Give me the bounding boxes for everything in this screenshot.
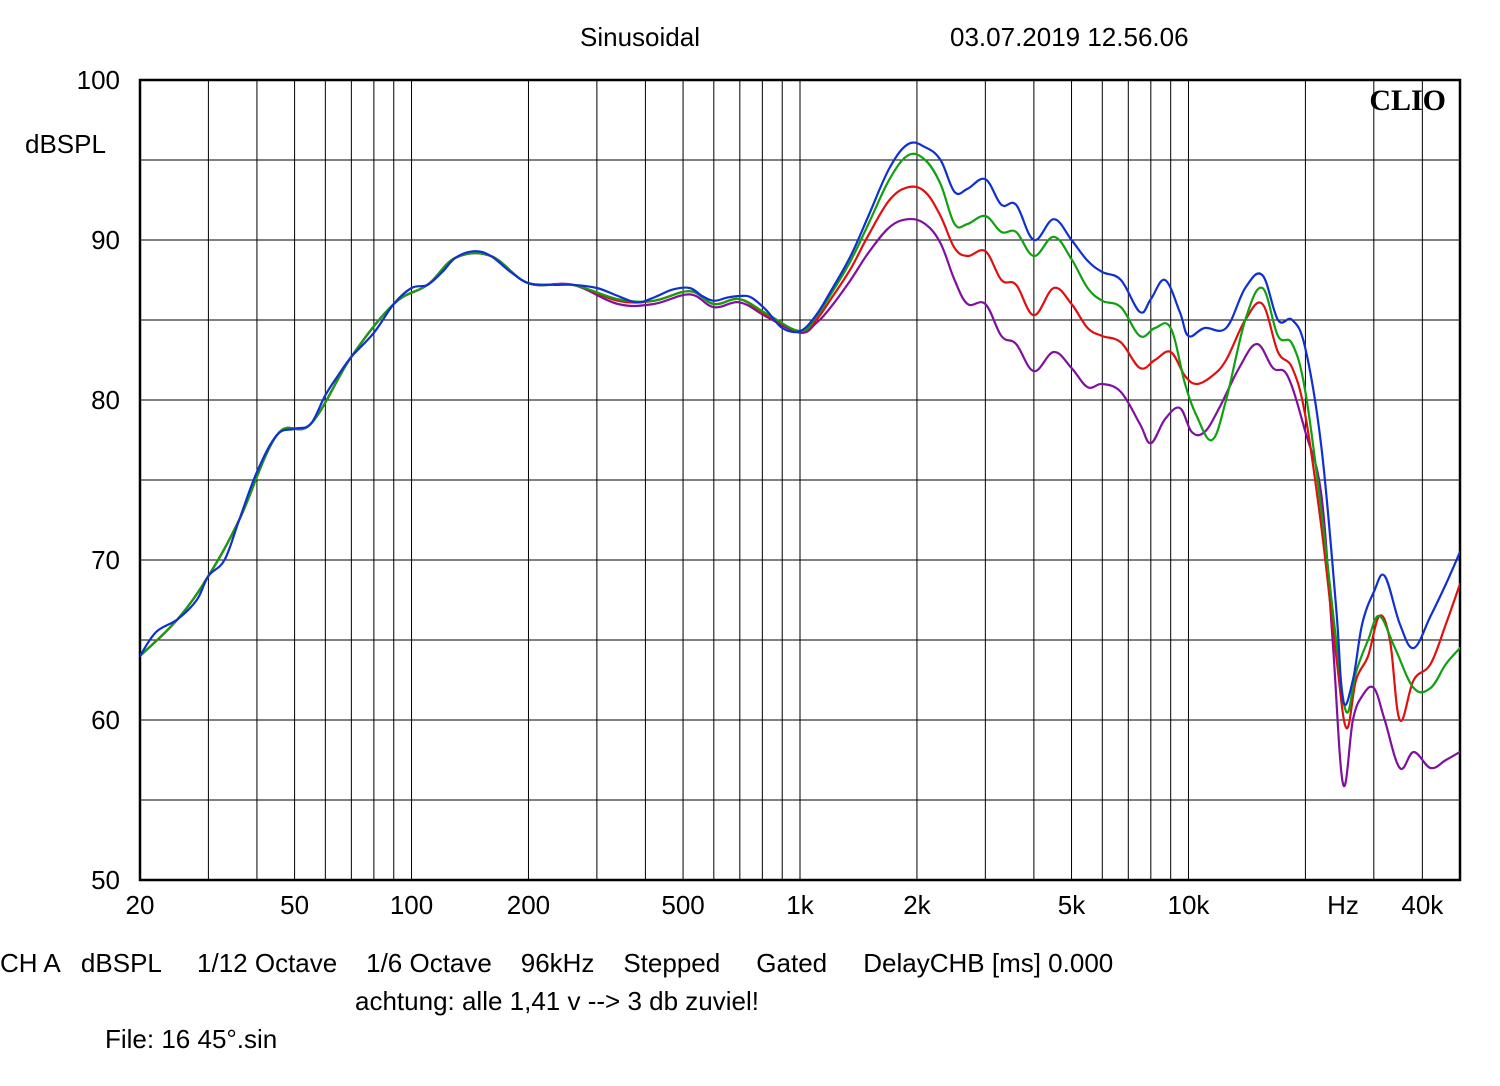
svg-text:1k: 1k (786, 890, 814, 920)
svg-text:Hz: Hz (1327, 890, 1359, 920)
svg-text:dBSPL: dBSPL (25, 129, 106, 159)
svg-text:80: 80 (91, 385, 120, 415)
svg-text:50: 50 (280, 890, 309, 920)
footer-line-3: File: 16 45°.sin (105, 1024, 277, 1055)
svg-text:2k: 2k (903, 890, 931, 920)
svg-text:70: 70 (91, 545, 120, 575)
svg-text:90: 90 (91, 225, 120, 255)
svg-text:40k: 40k (1401, 890, 1444, 920)
svg-text:20: 20 (126, 890, 155, 920)
footer-line-2: achtung: alle 1,41 v --> 3 db zuviel! (355, 986, 759, 1017)
svg-text:100: 100 (390, 890, 433, 920)
svg-text:CLIO: CLIO (1369, 84, 1446, 117)
svg-text:10k: 10k (1168, 890, 1211, 920)
svg-text:60: 60 (91, 705, 120, 735)
svg-text:5k: 5k (1058, 890, 1086, 920)
frequency-response-chart: 5060708090100dBSPL20501002005001k2k5k10k… (0, 0, 1500, 960)
svg-text:500: 500 (661, 890, 704, 920)
svg-text:50: 50 (91, 865, 120, 895)
footer-line-1: CH A dBSPL 1/12 Octave 1/6 Octave 96kHz … (0, 948, 1113, 979)
svg-text:100: 100 (77, 65, 120, 95)
svg-text:200: 200 (507, 890, 550, 920)
